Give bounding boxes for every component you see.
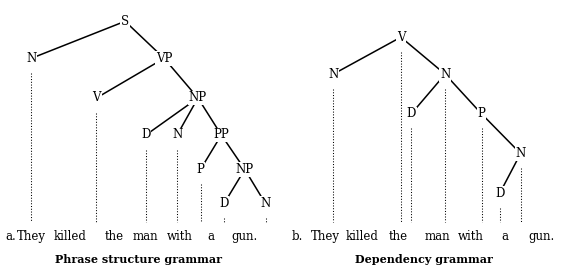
Text: Phrase structure grammar: Phrase structure grammar [54, 254, 221, 265]
Text: the: the [389, 230, 408, 243]
Text: P: P [477, 107, 486, 120]
Text: D: D [141, 129, 151, 141]
Text: P: P [197, 163, 205, 176]
Text: N: N [26, 52, 36, 65]
Text: NP: NP [236, 163, 254, 176]
Text: gun.: gun. [528, 230, 554, 243]
Text: VP: VP [156, 52, 172, 65]
Text: gun.: gun. [232, 230, 258, 243]
Text: V: V [397, 31, 405, 44]
Text: PP: PP [213, 129, 229, 141]
Text: They: They [17, 230, 46, 243]
Text: killed: killed [346, 230, 378, 243]
Text: a: a [208, 230, 214, 243]
Text: D: D [406, 107, 416, 120]
Text: man: man [133, 230, 159, 243]
Text: the: the [105, 230, 124, 243]
Text: They: They [311, 230, 340, 243]
Text: killed: killed [54, 230, 87, 243]
Text: N: N [328, 68, 338, 81]
Text: with: with [458, 230, 484, 243]
Text: a: a [502, 230, 509, 243]
Text: b.: b. [292, 230, 303, 243]
Text: Dependency grammar: Dependency grammar [355, 254, 493, 265]
Text: N: N [261, 197, 271, 210]
Text: man: man [424, 230, 450, 243]
Text: D: D [495, 187, 505, 200]
Text: N: N [172, 129, 182, 141]
Text: a.: a. [5, 230, 16, 243]
Text: N: N [516, 147, 526, 160]
Text: NP: NP [189, 92, 207, 104]
Text: S: S [121, 15, 129, 28]
Text: N: N [440, 68, 450, 81]
Text: D: D [219, 197, 229, 210]
Text: with: with [167, 230, 192, 243]
Text: V: V [92, 92, 101, 104]
